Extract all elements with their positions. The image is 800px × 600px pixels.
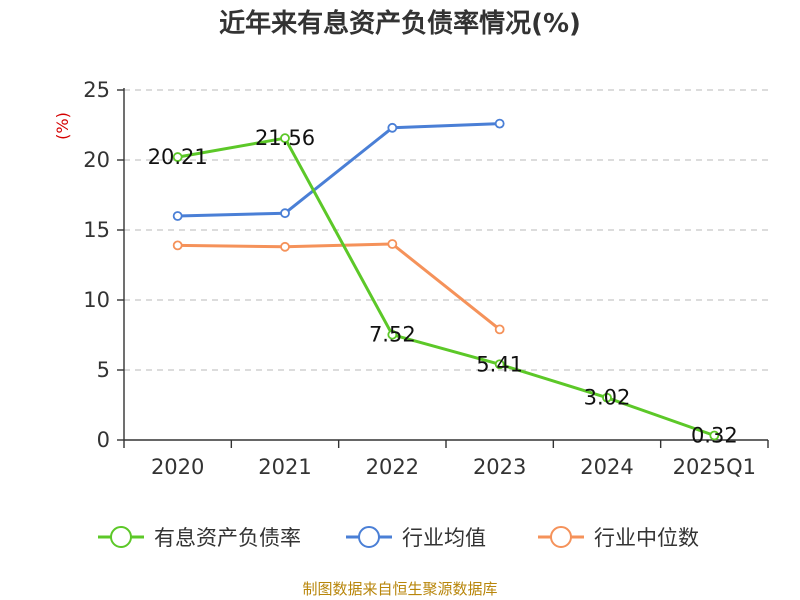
legend-item-0[interactable]: 有息资产负债率 (98, 526, 301, 550)
data-point[interactable] (602, 392, 612, 403)
data-point[interactable] (709, 430, 720, 441)
legend-label: 行业中位数 (594, 526, 699, 550)
data-label: 7.52 (369, 323, 416, 347)
legend-item-1[interactable]: 行业均值 (346, 526, 486, 550)
legend-marker (550, 526, 572, 548)
data-label: 3.02 (584, 386, 631, 410)
series-1 (172, 118, 505, 221)
x-tick-label: 2020 (151, 455, 204, 479)
data-point[interactable] (172, 211, 183, 221)
series-layer: 20.21 21.56 7.52 5.41 3.02 0.32 (148, 118, 738, 448)
x-tick-label: 2025Q1 (673, 455, 756, 479)
y-tick-label: 10 (83, 288, 110, 312)
data-point[interactable] (172, 240, 183, 251)
data-point[interactable] (280, 241, 290, 252)
series-line (177, 242, 501, 331)
series-0: 20.21 21.56 7.52 5.41 3.02 0.32 (148, 126, 738, 447)
data-label: 20.21 (148, 145, 208, 169)
y-tick-label: 5 (97, 358, 110, 382)
data-point[interactable] (387, 122, 398, 133)
data-point[interactable] (172, 152, 183, 162)
y-tick-label: 15 (83, 218, 110, 242)
data-label: 21.56 (255, 126, 315, 150)
series-2 (172, 239, 505, 335)
y-tick-label: 25 (83, 78, 110, 102)
x-tick-label: 2024 (580, 455, 633, 479)
x-tick-label: 2022 (366, 455, 419, 479)
gridlines (124, 89, 768, 371)
data-label: 5.41 (476, 352, 523, 376)
chart-title: 近年来有息资产负债率情况(%) (219, 8, 581, 39)
legend-label: 有息资产负债率 (154, 526, 301, 550)
data-point[interactable] (387, 239, 398, 249)
axes: 0 5 10 15 20 25 2020 2021 2022 2023 2024 2025Q1 (83, 78, 769, 479)
data-point[interactable] (494, 324, 505, 335)
data-point[interactable] (280, 133, 290, 144)
data-point[interactable] (280, 208, 290, 219)
data-label: 0.32 (691, 424, 738, 448)
data-point[interactable] (494, 359, 505, 370)
data-point[interactable] (494, 118, 505, 129)
series-line (177, 136, 715, 437)
data-point[interactable] (387, 329, 398, 340)
data-source-note: 制图数据来自恒生聚源数据库 (302, 580, 497, 598)
y-tick-label: 20 (83, 148, 110, 172)
legend[interactable]: 有息资产负债率 行业均值 行业中位数 (98, 526, 699, 550)
legend-marker (358, 526, 380, 548)
y-axis-unit: (%) (53, 112, 72, 140)
legend-item-2[interactable]: 行业中位数 (538, 526, 699, 550)
y-tick-label: 0 (97, 428, 110, 452)
x-tick-label: 2023 (473, 455, 526, 479)
legend-marker (110, 526, 132, 548)
series-line (177, 122, 500, 218)
x-tick-label: 2021 (258, 455, 311, 479)
legend-label: 行业均值 (402, 526, 486, 550)
